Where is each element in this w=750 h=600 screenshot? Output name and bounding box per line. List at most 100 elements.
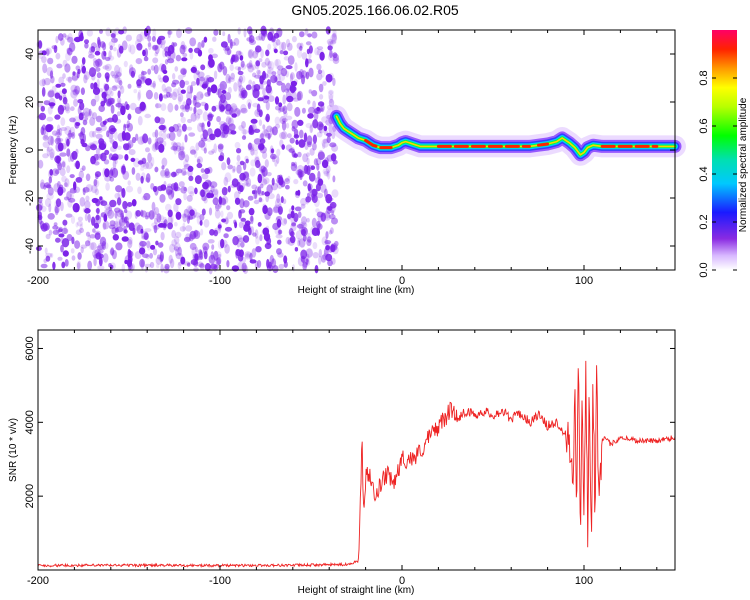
noise-point: [158, 93, 163, 102]
noise-point: [49, 253, 54, 258]
noise-point: [245, 177, 252, 187]
noise-point: [278, 263, 285, 270]
noise-point: [242, 171, 250, 181]
noise-point: [61, 88, 67, 95]
noise-point: [302, 180, 308, 187]
noise-point: [92, 140, 99, 146]
noise-point: [111, 167, 119, 178]
noise-point: [203, 250, 208, 260]
noise-point: [78, 170, 85, 179]
noise-point: [100, 200, 108, 206]
noise-point: [102, 120, 107, 126]
noise-point: [297, 151, 302, 158]
noise-point: [115, 217, 120, 223]
noise-point: [161, 165, 165, 170]
snr-panel: -200 -100 0 100 2000 4000 6000 Height of stra…: [8, 329, 676, 596]
noise-point: [216, 257, 222, 265]
noise-point: [152, 131, 157, 138]
noise-point: [189, 209, 195, 216]
noise-point: [238, 125, 244, 131]
noise-point: [180, 116, 186, 124]
noise-point: [98, 138, 105, 146]
noise-point: [55, 198, 62, 208]
noise-point: [112, 234, 120, 241]
noise-point: [45, 252, 53, 258]
noise-point: [40, 263, 48, 269]
noise-point: [258, 119, 263, 126]
noise-point: [218, 254, 222, 259]
noise-point: [74, 240, 81, 249]
noise-point: [123, 123, 127, 132]
noise-point: [240, 63, 247, 70]
noise-point: [296, 91, 302, 101]
noise-point: [264, 191, 271, 197]
noise-point: [175, 231, 182, 238]
noise-point: [206, 192, 212, 199]
noise-point: [314, 177, 323, 184]
noise-point: [240, 87, 246, 97]
noise-point: [281, 118, 286, 123]
noise-point: [234, 197, 241, 205]
noise-point: [310, 226, 316, 236]
noise-point: [172, 73, 176, 80]
noise-point: [293, 153, 298, 158]
noise-point: [233, 37, 240, 46]
noise-point: [201, 208, 206, 216]
noise-point: [122, 170, 130, 180]
noise-point: [250, 159, 256, 167]
noise-point: [316, 228, 321, 236]
noise-point: [225, 73, 231, 84]
noise-point: [171, 91, 178, 101]
noise-point: [317, 69, 323, 75]
noise-point: [161, 63, 167, 73]
noise-point: [183, 186, 187, 192]
noise-point: [237, 178, 242, 188]
noise-point: [161, 83, 166, 92]
noise-point: [248, 207, 255, 216]
noise-point: [117, 132, 125, 142]
noise-point: [264, 159, 269, 168]
noise-point: [302, 234, 307, 242]
noise-point: [332, 52, 338, 59]
noise-point: [187, 118, 192, 124]
noise-point: [135, 172, 141, 181]
noise-point: [277, 239, 282, 245]
noise-point: [311, 90, 318, 97]
noise-point: [277, 174, 281, 180]
noise-point: [54, 205, 60, 214]
noise-point: [217, 222, 222, 231]
noise-point: [88, 54, 95, 59]
colorbar: 0.0 0.2 0.4 0.6 0.8 Normalized spectral ampl…: [698, 30, 749, 278]
noise-point: [89, 234, 96, 239]
noise-point: [42, 153, 49, 159]
noise-point: [98, 143, 103, 151]
noise-point: [104, 168, 110, 178]
noise-point: [60, 143, 67, 150]
noise-point: [255, 236, 260, 245]
noise-point: [189, 106, 193, 111]
noise-point: [178, 181, 185, 188]
noise-point: [251, 184, 258, 190]
noise-point: [44, 247, 48, 255]
noise-point: [84, 111, 89, 121]
noise-point: [52, 225, 59, 230]
noise-point: [145, 25, 151, 36]
noise-point: [201, 40, 205, 48]
noise-point: [140, 175, 144, 184]
noise-point: [182, 213, 188, 223]
noise-point: [273, 48, 278, 54]
noise-point: [286, 102, 293, 112]
noise-point: [105, 56, 111, 62]
noise-point: [112, 141, 118, 149]
noise-point: [305, 41, 312, 46]
noise-point: [221, 89, 227, 94]
noise-point: [165, 86, 172, 94]
noise-point: [118, 220, 123, 227]
noise-point: [188, 47, 193, 53]
noise-point: [288, 207, 295, 214]
noise-point: [242, 220, 250, 228]
noise-point: [290, 210, 295, 219]
noise-point: [118, 217, 126, 227]
noise-point: [135, 58, 143, 65]
